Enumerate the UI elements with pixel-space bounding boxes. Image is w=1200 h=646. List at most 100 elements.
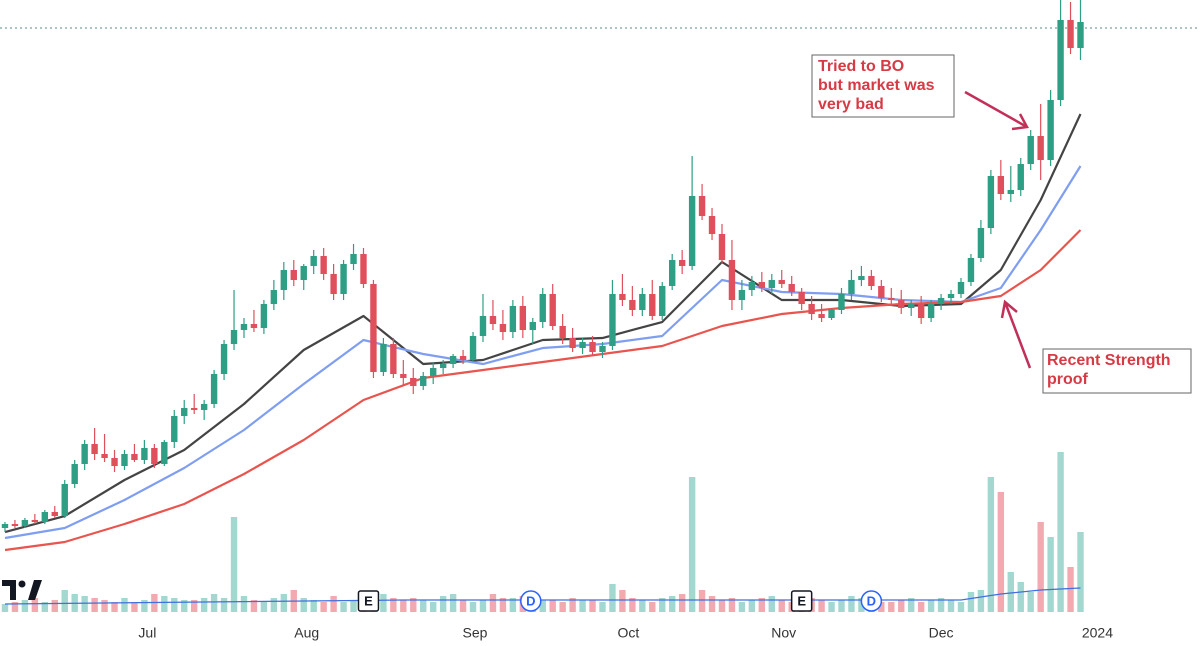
candle-body bbox=[619, 294, 626, 300]
volume-bar bbox=[1057, 452, 1064, 612]
volume-bar bbox=[41, 602, 49, 612]
candle-body bbox=[659, 286, 666, 316]
event-marker bbox=[520, 590, 542, 612]
candle-body bbox=[997, 176, 1005, 194]
candle-body bbox=[908, 304, 915, 308]
volume-bar bbox=[688, 477, 696, 612]
volume-bar bbox=[748, 600, 756, 612]
candle-body bbox=[300, 266, 307, 280]
candle-body bbox=[111, 458, 118, 466]
candle-body bbox=[1007, 190, 1014, 194]
candle-body bbox=[151, 448, 158, 464]
volume-bar bbox=[330, 596, 337, 612]
candle-body bbox=[977, 228, 985, 258]
candle-body bbox=[589, 342, 596, 352]
volume-bar bbox=[459, 600, 467, 612]
x-tick-label: Jul bbox=[138, 625, 156, 641]
volume-bar bbox=[1047, 537, 1054, 612]
candle-body bbox=[31, 520, 39, 522]
volume-bar bbox=[718, 600, 726, 612]
candle-body bbox=[429, 368, 437, 376]
volume-bar bbox=[499, 598, 507, 612]
volume-bar bbox=[888, 602, 895, 612]
candle-body bbox=[121, 454, 128, 466]
candle-body bbox=[579, 342, 586, 348]
x-tick-label: Aug bbox=[294, 625, 319, 641]
candle-body bbox=[449, 356, 457, 364]
annotation-1: Tried to BO but market was very bad bbox=[811, 54, 1029, 131]
volume-bar bbox=[1067, 567, 1074, 612]
candle-body bbox=[1077, 22, 1084, 48]
volume-bar bbox=[1027, 592, 1034, 612]
candle-body bbox=[599, 346, 606, 352]
volume-bar bbox=[898, 600, 905, 612]
candle-body bbox=[1017, 164, 1024, 190]
volume-bar bbox=[708, 596, 716, 612]
candle-body bbox=[688, 196, 696, 266]
candle-body bbox=[380, 344, 387, 372]
volume-bar bbox=[181, 600, 188, 612]
volume-bar bbox=[250, 600, 258, 612]
volume-bar bbox=[31, 598, 39, 612]
volume-bar bbox=[778, 600, 785, 612]
volume-bar bbox=[121, 598, 128, 612]
x-tick-label: Dec bbox=[929, 625, 954, 641]
annotation-text: Recent Strength bbox=[1047, 352, 1171, 369]
candle-body bbox=[200, 404, 208, 410]
volume-bar bbox=[848, 596, 855, 612]
candle-body bbox=[1057, 20, 1064, 100]
candle-body bbox=[340, 264, 347, 294]
candle-body bbox=[649, 294, 656, 316]
volume-bar bbox=[11, 602, 19, 612]
candle-body bbox=[848, 280, 855, 294]
candle-body bbox=[21, 520, 29, 526]
volume-bar bbox=[131, 602, 138, 612]
candle-body bbox=[888, 298, 895, 300]
volume-bar bbox=[828, 602, 835, 612]
volume-bar bbox=[738, 602, 746, 612]
candle-body bbox=[161, 442, 168, 464]
volume-bar bbox=[340, 602, 347, 612]
x-tick-label: 2024 bbox=[1082, 625, 1113, 641]
candle-body bbox=[878, 286, 885, 298]
annotation-box bbox=[1042, 348, 1192, 394]
volume-bar bbox=[908, 598, 915, 612]
candle-body bbox=[808, 304, 815, 314]
volume-bar bbox=[1017, 582, 1024, 612]
volume-bar bbox=[439, 596, 447, 612]
candle-body bbox=[818, 314, 825, 318]
candle-body bbox=[748, 282, 756, 290]
volume-bar bbox=[579, 600, 586, 612]
candle-body bbox=[947, 294, 955, 298]
candle-body bbox=[469, 336, 477, 360]
volume-bar bbox=[878, 602, 885, 612]
volume-bar bbox=[51, 600, 58, 612]
volume-bar bbox=[21, 600, 29, 612]
volume-bar bbox=[489, 594, 497, 612]
logo bbox=[2, 580, 42, 600]
volume-bar bbox=[61, 590, 68, 612]
candle-body bbox=[768, 280, 775, 288]
x-tick-label: Oct bbox=[617, 625, 639, 641]
candle-body bbox=[220, 344, 228, 374]
annotation-box bbox=[811, 54, 955, 118]
moving-average bbox=[4, 165, 1082, 540]
volume-bar bbox=[927, 600, 935, 612]
candle-body bbox=[698, 196, 706, 216]
candle-body bbox=[509, 306, 517, 332]
candle-body bbox=[51, 512, 58, 516]
candle-body bbox=[858, 276, 865, 280]
volume-bar bbox=[1, 604, 9, 612]
candle-body bbox=[420, 376, 427, 386]
candle-body bbox=[290, 270, 297, 280]
volume-bar bbox=[957, 602, 965, 612]
candle-body bbox=[1067, 20, 1074, 48]
volume-bar bbox=[997, 492, 1005, 612]
annotation-arrow bbox=[964, 90, 1029, 131]
candle-body bbox=[390, 344, 397, 374]
volume-bar bbox=[320, 602, 327, 612]
volume-bar bbox=[917, 602, 925, 612]
candle-body bbox=[708, 216, 716, 234]
volume-bar bbox=[200, 598, 208, 612]
